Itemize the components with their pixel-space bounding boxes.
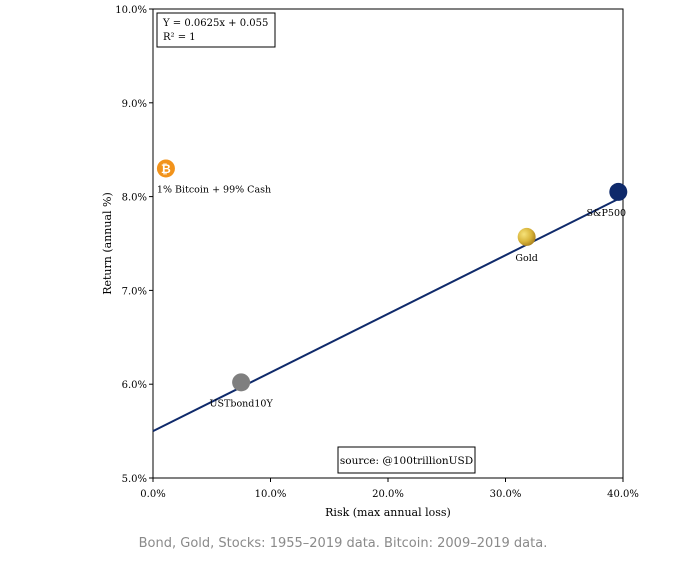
equation-text: Y = 0.0625x + 0.055 — [162, 18, 268, 29]
y-axis-title: Return (annual %) — [101, 192, 114, 295]
scatter-chart: 5.0% 6.0% 7.0% 8.0% 9.0% 10.0% 0.0% 10.0% 20.0% 3… — [101, 5, 639, 519]
x-tick-label: 10.0% — [255, 489, 287, 500]
equation-box — [156, 12, 276, 48]
point-label: Gold — [515, 253, 537, 264]
x-tick-label: 40.0% — [607, 489, 639, 500]
x-axis-title: Risk (max annual loss) — [325, 506, 451, 519]
r-squared-text: R² = 1 — [163, 32, 196, 43]
chart-caption: Bond, Gold, Stocks: 1955–2019 data. Bitc… — [138, 536, 548, 551]
source-box — [337, 446, 476, 474]
data-point — [232, 373, 251, 392]
x-tick-label: 20.0% — [372, 489, 404, 500]
y-tick-label: 5.0% — [122, 474, 147, 485]
source-text: source: @100trillionUSD — [340, 455, 473, 467]
data-point — [609, 182, 628, 201]
bitcoin-icon — [156, 159, 175, 178]
bitcoin-glyph: ₿ — [161, 162, 171, 176]
x-tick-label: 30.0% — [490, 489, 522, 500]
y-tick-label: 10.0% — [115, 5, 147, 16]
y-tick-label: 7.0% — [122, 286, 147, 297]
trendline — [152, 195, 624, 432]
y-tick-label: 8.0% — [122, 193, 147, 204]
point-label: 1% Bitcoin + 99% Cash — [157, 184, 271, 195]
data-point — [517, 227, 536, 246]
y-tick-label: 6.0% — [122, 380, 147, 391]
x-tick-label: 0.0% — [140, 489, 165, 500]
point-label: USTbond10Y — [210, 398, 274, 409]
y-tick-label: 9.0% — [122, 99, 147, 110]
point-label: S&P500 — [587, 208, 627, 219]
